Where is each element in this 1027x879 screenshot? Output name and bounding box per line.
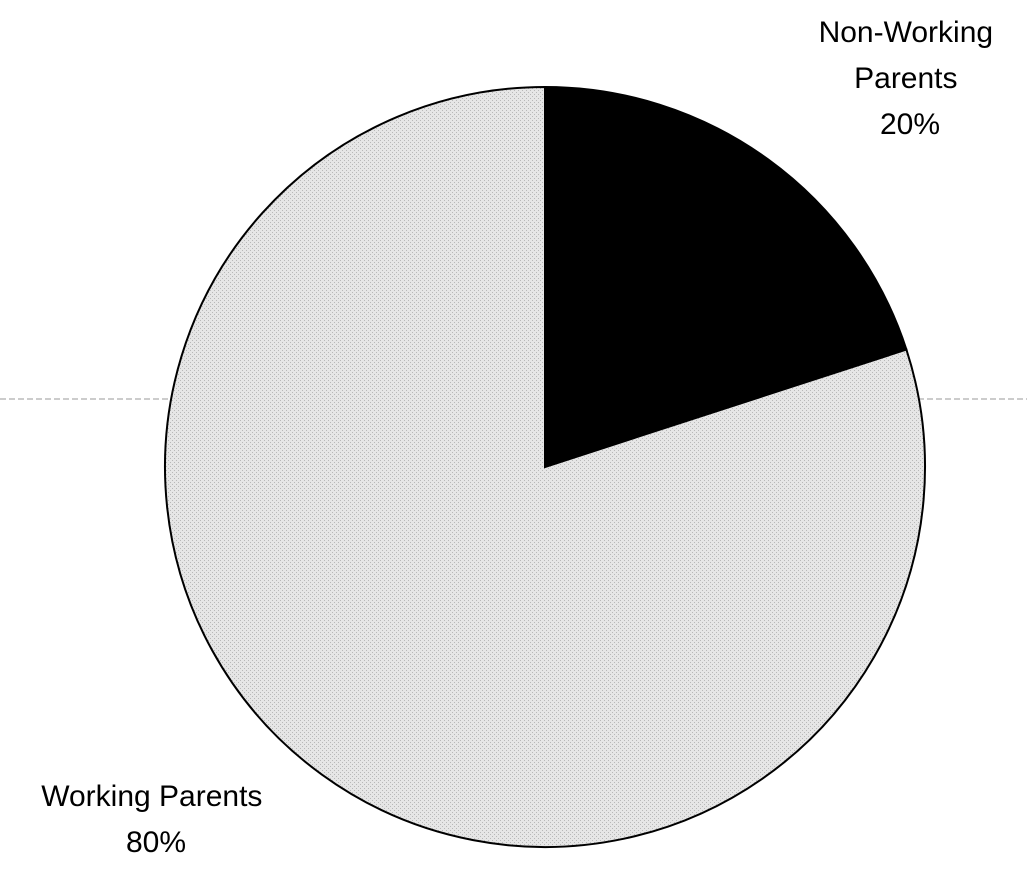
pie-slice-non-working-parents	[544, 85, 908, 469]
slice-label-line-1: Working Parents	[41, 780, 262, 813]
slice-label-working-parents: Working Parents 80%	[41, 780, 271, 859]
slice-percent-label: 20%	[880, 108, 940, 141]
slice-label-line-1: Non-Working	[819, 16, 994, 49]
slice-label-line-2: Parents	[854, 62, 957, 95]
slice-label-non-working-parents: Non-Working Parents 20%	[819, 16, 1002, 141]
pie-slice-working-parents	[164, 85, 926, 848]
pie-slices	[164, 85, 926, 848]
slice-percent-label: 80%	[126, 826, 186, 859]
